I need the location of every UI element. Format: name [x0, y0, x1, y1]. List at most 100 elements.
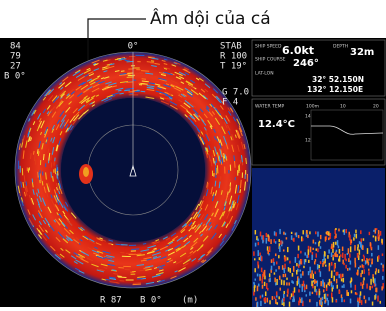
noise-speck [274, 231, 276, 235]
noise-speck [314, 261, 316, 264]
noise-speck [354, 245, 356, 251]
noise-speck [378, 245, 380, 250]
noise-speck [333, 242, 335, 248]
noise-speck [291, 232, 293, 234]
noise-speck [257, 286, 259, 292]
noise-speck [298, 235, 300, 238]
scale: 20 [373, 104, 379, 110]
noise-speck [283, 232, 285, 235]
noise-speck [375, 236, 377, 241]
noise-speck [355, 285, 357, 290]
noise-speck [254, 258, 256, 260]
noise-speck [367, 248, 369, 254]
noise-speck [291, 280, 293, 283]
noise-speck [340, 254, 342, 256]
noise-speck [311, 255, 313, 260]
noise-speck [324, 252, 326, 257]
noise-speck [283, 294, 285, 298]
noise-speck [315, 289, 317, 292]
noise-speck [355, 230, 357, 234]
noise-speck [360, 282, 362, 286]
noise-speck [254, 268, 256, 272]
noise-speck [275, 232, 277, 236]
axis: 14 [305, 114, 311, 120]
screenshot: Âm dội của cá 84 79 27 B 0° 0° STAB R 10… [0, 0, 386, 307]
noise-speck [353, 237, 355, 240]
scale: 100m [306, 104, 319, 110]
noise-speck [306, 230, 308, 234]
noise-speck [309, 299, 311, 302]
noise-speck [316, 253, 318, 257]
noise-speck [265, 297, 267, 302]
noise-speck [310, 247, 312, 253]
noise-speck [370, 279, 372, 285]
noise-speck [303, 281, 305, 286]
noise-speck [267, 234, 269, 237]
label: SHIP SPEED [255, 44, 282, 50]
noise-speck [368, 271, 370, 275]
noise-speck [370, 242, 372, 246]
noise-speck [322, 281, 324, 286]
scale: 10 [340, 104, 346, 110]
noise-speck [124, 90, 130, 91]
noise-speck [334, 270, 336, 272]
info: G 7.0 [222, 88, 249, 98]
noise-speck [307, 235, 309, 238]
noise-speck [350, 246, 352, 252]
noise-speck [253, 292, 255, 296]
noise-speck [275, 299, 277, 304]
noise-speck [266, 233, 268, 237]
noise-speck [272, 296, 274, 300]
noise-speck [330, 233, 332, 236]
noise-speck [268, 236, 270, 241]
noise-speck [278, 296, 280, 299]
noise-speck [373, 277, 375, 282]
noise-speck [341, 294, 343, 298]
noise-speck [342, 274, 344, 277]
noise-speck [288, 282, 290, 285]
noise-speck [360, 273, 362, 277]
noise-speck [350, 299, 352, 304]
echo-panel [252, 168, 385, 307]
noise-speck [277, 302, 279, 304]
noise-speck [329, 265, 331, 271]
noise-speck [286, 282, 288, 285]
info: 27 [10, 62, 21, 72]
noise-speck [315, 259, 317, 262]
noise-speck [38, 151, 39, 156]
noise-speck [331, 262, 333, 266]
value: 246° [293, 58, 319, 69]
noise-speck [301, 298, 303, 304]
noise-speck [262, 274, 264, 279]
noise-speck [262, 285, 264, 289]
noise-speck [382, 253, 384, 256]
noise-speck [279, 246, 281, 252]
noise-speck [292, 299, 294, 302]
noise-speck [118, 90, 122, 91]
noise-speck [295, 257, 297, 263]
noise-speck [338, 259, 340, 262]
noise-speck [314, 279, 316, 284]
noise-speck [363, 269, 365, 274]
noise-speck [278, 255, 280, 258]
value: 32m [350, 47, 374, 58]
noise-speck [287, 289, 289, 295]
noise-speck [361, 300, 363, 305]
noise-speck [309, 267, 311, 273]
noise-speck [357, 244, 359, 247]
noise-speck [378, 269, 380, 273]
page: {"callout": {"label": "Âm dội của cá"}, … [0, 0, 386, 307]
noise-speck [253, 282, 255, 284]
noise-speck [112, 270, 116, 271]
noise-speck [327, 255, 329, 259]
noise-speck [342, 253, 344, 259]
noise-speck [142, 81, 149, 82]
noise-speck [255, 230, 256, 234]
noise-speck [345, 259, 347, 262]
noise-speck [362, 245, 364, 250]
noise-speck [354, 258, 356, 263]
noise-speck [279, 288, 281, 291]
noise-speck [309, 231, 311, 234]
noise-speck [360, 242, 362, 248]
noise-speck [380, 231, 382, 236]
